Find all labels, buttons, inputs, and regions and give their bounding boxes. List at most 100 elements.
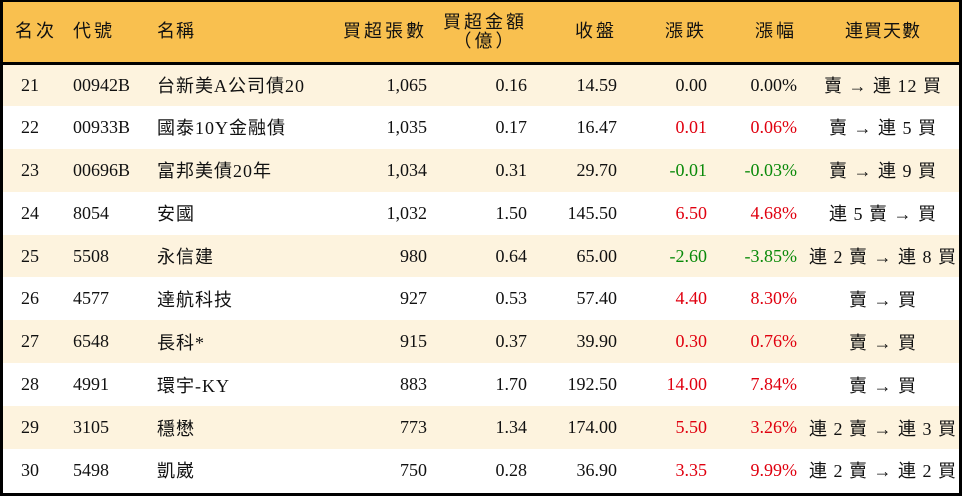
cell-close: 174.00 [567, 417, 618, 438]
cell-name: 達航科技 [157, 289, 233, 310]
cell-rank: 22 [21, 116, 39, 137]
cell-net-buy-amount: 0.37 [495, 331, 528, 352]
cell-rank: 27 [21, 331, 39, 352]
header-rank: 名次 [3, 2, 73, 65]
cell-close: 145.50 [567, 202, 618, 223]
cell-net-buy-amount: 0.17 [495, 116, 528, 137]
cell-consecutive-days: 連 2 賣 → 連 3 買 [809, 418, 957, 439]
cell-name: 永信建 [157, 247, 214, 267]
cell-net-buy-amount: 0.53 [495, 288, 528, 309]
cell-close: 57.40 [576, 288, 618, 309]
cell-rank: 28 [21, 374, 39, 395]
cell-code: 00942B [73, 74, 131, 95]
table-row: 28 4991 環宇-KY 883 1.70 192.50 14.00 7.84… [3, 363, 959, 407]
cell-net-buy-amount: 0.16 [495, 74, 528, 95]
table-row: 21 00942B 台新美A公司債20 1,065 0.16 14.59 0.0… [3, 63, 959, 106]
cell-net-buy-lots: 1,035 [386, 116, 428, 137]
cell-consecutive-days: 賣 → 連 9 買 [829, 161, 937, 182]
cell-consecutive-days: 連 2 賣 → 連 8 買 [809, 247, 957, 267]
net-buy-ranking-table: 名次 代號 名稱 買超張數 買超金額 （億） 收盤 漲跌 漲幅 連買天數 21 [3, 2, 959, 492]
header-net-buy-amount: 買超金額 （億） [427, 2, 527, 65]
cell-close: 14.59 [576, 74, 618, 95]
cell-name: 台新美A公司債20 [157, 76, 305, 97]
cell-net-buy-lots: 883 [400, 374, 427, 395]
cell-change-pct: 9.99% [750, 459, 798, 480]
cell-change-pct: -3.85% [744, 245, 798, 266]
cell-change: 0.01 [675, 116, 708, 137]
cell-code: 8054 [73, 202, 109, 223]
cell-name: 長科* [157, 332, 205, 353]
cell-code: 00933B [73, 116, 131, 137]
cell-change: 4.40 [675, 288, 708, 309]
table-body: 21 00942B 台新美A公司債20 1,065 0.16 14.59 0.0… [3, 63, 959, 492]
table-row: 26 4577 達航科技 927 0.53 57.40 4.40 8.30% 賣… [3, 277, 959, 321]
header-name: 名稱 [157, 2, 327, 65]
cell-consecutive-days: 賣 → 買 [849, 375, 917, 396]
cell-name: 穩懋 [157, 418, 195, 439]
header-net-buy-amount-wrap: 買超金額 （億） [443, 11, 527, 51]
cell-consecutive-days: 賣 → 買 [849, 289, 917, 310]
header-consecutive-days: 連買天數 [797, 2, 959, 65]
cell-close: 29.70 [576, 159, 618, 180]
cell-consecutive-days: 連 5 賣 → 買 [829, 204, 937, 225]
cell-net-buy-lots: 1,034 [386, 159, 428, 180]
cell-consecutive-days: 賣 → 連 5 買 [829, 118, 937, 139]
cell-net-buy-lots: 915 [400, 331, 427, 352]
header-change-pct: 漲幅 [707, 2, 797, 65]
cell-code: 6548 [73, 331, 109, 352]
cell-net-buy-amount: 0.64 [495, 245, 528, 266]
cell-change-pct: 7.84% [750, 374, 798, 395]
cell-change: 0.30 [675, 331, 708, 352]
cell-name: 富邦美債20年 [157, 161, 272, 182]
header-row: 名次 代號 名稱 買超張數 買超金額 （億） 收盤 漲跌 漲幅 連買天數 [3, 2, 959, 65]
cell-rank: 25 [21, 245, 39, 266]
cell-code: 4991 [73, 374, 109, 395]
cell-close: 36.90 [576, 459, 618, 480]
cell-close: 16.47 [576, 116, 618, 137]
cell-consecutive-days: 賣 → 連 12 買 [824, 76, 942, 97]
cell-net-buy-amount: 1.70 [495, 374, 528, 395]
cell-rank: 23 [21, 159, 39, 180]
cell-change: -2.60 [669, 245, 708, 266]
table-row: 23 00696B 富邦美債20年 1,034 0.31 29.70 -0.01… [3, 148, 959, 192]
header-code: 代號 [73, 2, 157, 65]
table-row: 25 5508 永信建 980 0.64 65.00 -2.60 -3.85% … [3, 234, 959, 278]
cell-net-buy-amount: 0.31 [495, 159, 528, 180]
cell-consecutive-days: 連 2 賣 → 連 2 買 [809, 461, 957, 482]
cell-change: -0.01 [669, 159, 708, 180]
header-change: 漲跌 [617, 2, 707, 65]
header-net-buy-amount-line2: （億） [453, 30, 517, 51]
cell-name: 安國 [157, 204, 195, 225]
cell-rank: 21 [21, 74, 39, 95]
cell-change: 14.00 [666, 374, 708, 395]
cell-code: 4577 [73, 288, 109, 309]
cell-change: 6.50 [675, 202, 708, 223]
table-row: 22 00933B 國泰10Y金融債 1,035 0.17 16.47 0.01… [3, 105, 959, 149]
cell-net-buy-lots: 980 [400, 245, 427, 266]
cell-net-buy-lots: 1,065 [386, 74, 428, 95]
header-close: 收盤 [527, 2, 617, 65]
cell-change-pct: 8.30% [750, 288, 798, 309]
cell-change: 5.50 [675, 417, 708, 438]
cell-rank: 24 [21, 202, 39, 223]
cell-consecutive-days: 賣 → 買 [849, 332, 917, 353]
cell-name: 凱崴 [157, 461, 195, 482]
table-row: 30 5498 凱崴 750 0.28 36.90 3.35 9.99% 連 2… [3, 449, 959, 492]
cell-close: 39.90 [576, 331, 618, 352]
table-header: 名次 代號 名稱 買超張數 買超金額 （億） 收盤 漲跌 漲幅 連買天數 [3, 2, 959, 65]
cell-change: 0.00 [675, 74, 708, 95]
cell-net-buy-lots: 750 [400, 459, 427, 480]
cell-net-buy-amount: 1.50 [495, 202, 528, 223]
cell-net-buy-amount: 1.34 [495, 417, 528, 438]
cell-name: 環宇-KY [157, 375, 230, 396]
header-net-buy-lots: 買超張數 [327, 2, 427, 65]
cell-close: 65.00 [576, 245, 618, 266]
cell-change-pct: 0.76% [750, 331, 798, 352]
cell-name: 國泰10Y金融債 [157, 118, 286, 139]
cell-net-buy-lots: 773 [400, 417, 427, 438]
cell-rank: 26 [21, 288, 39, 309]
cell-change-pct: 0.06% [750, 116, 798, 137]
cell-rank: 29 [21, 417, 39, 438]
header-net-buy-amount-line1: 買超金額 [443, 11, 527, 32]
